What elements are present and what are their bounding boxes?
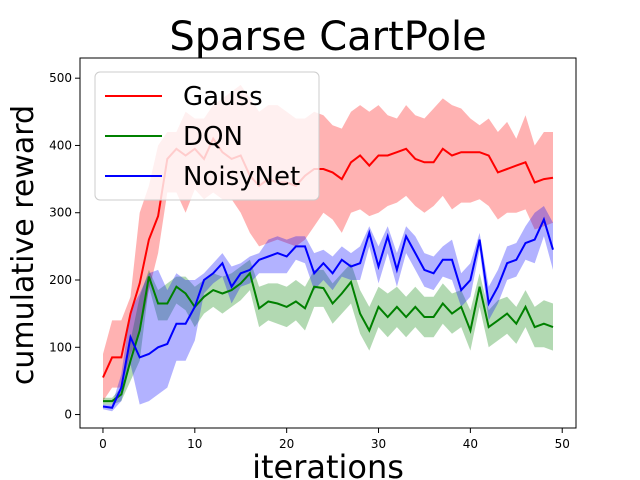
- series-line-dqn: [103, 271, 554, 403]
- series-band-dqn: [103, 259, 553, 405]
- legend-label-dqn: DQN: [183, 122, 243, 152]
- x-tick-label: 50: [555, 437, 570, 451]
- y-tick-label: 0: [64, 408, 72, 422]
- y-tick-label: 400: [49, 138, 72, 152]
- y-tick-label: 200: [49, 273, 72, 287]
- x-tick-label: 30: [371, 437, 386, 451]
- x-tick-label: 20: [279, 437, 294, 451]
- y-tick-label: 300: [49, 206, 72, 220]
- x-tick-label: 10: [187, 437, 202, 451]
- plot-area: 0 10 20 30 40 500100200300400500GaussDQNNoisy…: [49, 57, 577, 451]
- y-tick-label: 100: [49, 340, 72, 354]
- legend-label-gauss: Gauss: [183, 82, 263, 112]
- legend-label-noisynet: NoisyNet: [183, 162, 300, 192]
- plot-frame: [79, 57, 577, 429]
- y-tick-label: 500: [49, 71, 72, 85]
- x-axis-label: iterations: [252, 448, 404, 480]
- y-axis-label: cumulative reward: [6, 105, 41, 385]
- x-tick-label: 0: [99, 437, 107, 451]
- chart-title: Sparse CartPole: [169, 14, 486, 60]
- series-band-noisynet: [103, 206, 553, 412]
- legend: Gauss DQN NoisyNet: [94, 71, 320, 201]
- x-tick-label: 40: [463, 437, 478, 451]
- series-line-noisynet: [102, 216, 554, 409]
- legend-box: [94, 71, 320, 201]
